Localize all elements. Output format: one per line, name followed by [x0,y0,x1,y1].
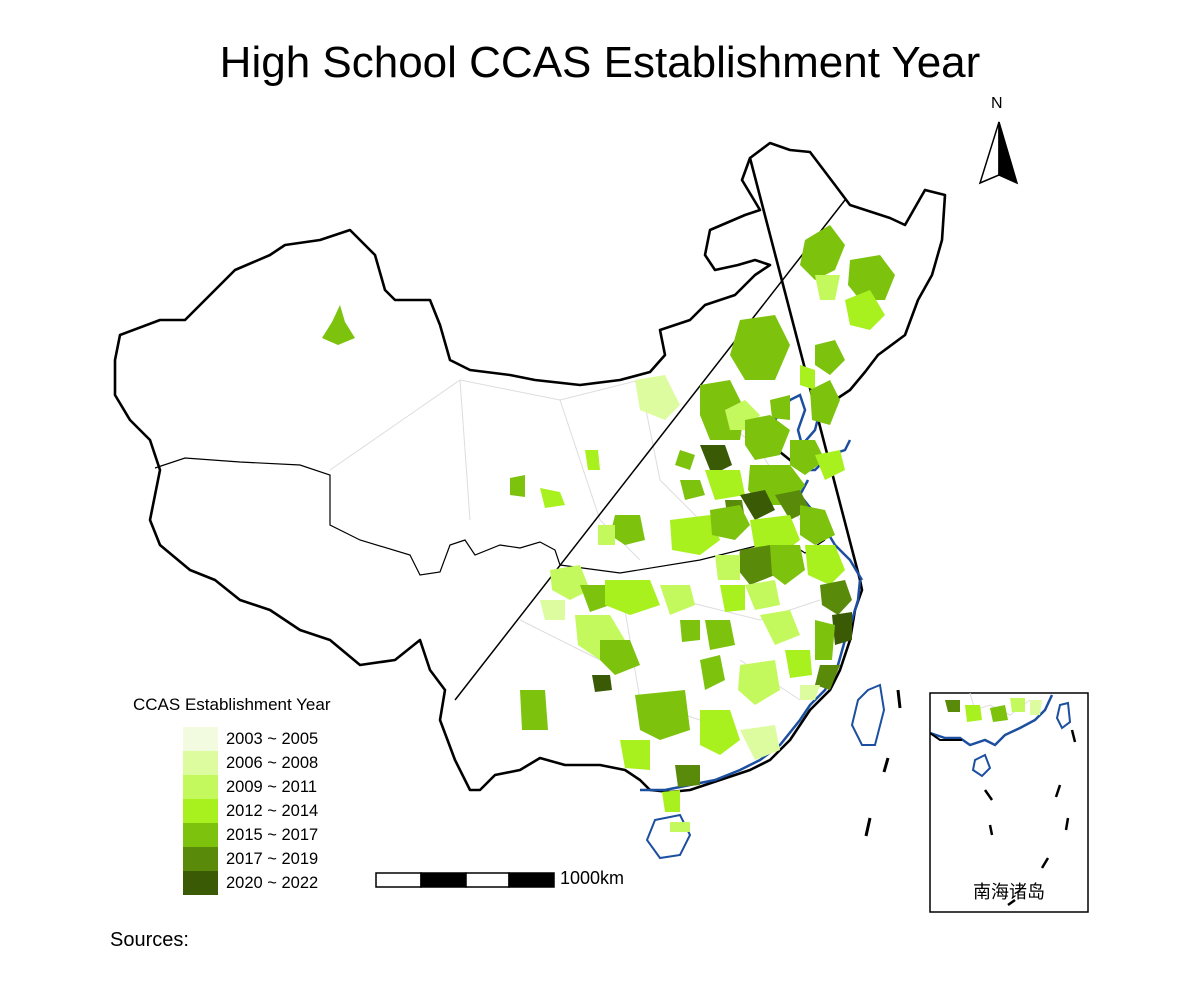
legend-label: 2012 ~ 2014 [226,802,319,820]
hu-line [454,199,846,701]
legend-swatch [183,751,218,775]
sources-label: Sources: [110,929,189,951]
map-title: High School CCAS Establishment Year [219,38,981,87]
hainan [645,813,692,860]
north-label: N [991,95,1003,112]
legend-swatch [183,799,218,823]
legend-item: 2003 ~ 2005 [183,727,403,751]
scale-label: 1000km [560,868,625,888]
legend-title: CCAS Establishment Year [133,695,331,714]
legend-label: 2020 ~ 2022 [226,874,319,892]
legend-item: 2009 ~ 2011 [183,775,403,799]
legend-swatch [183,823,218,847]
inset-label: 南海诸岛 [973,882,1045,903]
legend-label: 2009 ~ 2011 [226,778,317,796]
legend-swatch [183,871,218,895]
legend-item: 2006 ~ 2008 [183,751,403,775]
legend-swatch [183,847,218,871]
scale-bar [375,872,555,888]
legend-item: 2020 ~ 2022 [183,871,403,895]
legend-item: 2015 ~ 2017 [183,823,403,847]
north-arrow-icon [978,121,1019,185]
legend-label: 2015 ~ 2017 [226,826,319,844]
legend-label: 2006 ~ 2008 [226,754,319,772]
legend-item: 2012 ~ 2014 [183,799,403,823]
legend-label: 2017 ~ 2019 [226,850,319,868]
legend-swatch [183,727,218,751]
inset-map [929,692,1089,913]
legend-swatch [183,775,218,799]
legend-label: 2003 ~ 2005 [226,730,319,748]
legend-item: 2017 ~ 2019 [183,847,403,871]
region-fills [322,225,895,832]
taiwan [850,683,886,746]
